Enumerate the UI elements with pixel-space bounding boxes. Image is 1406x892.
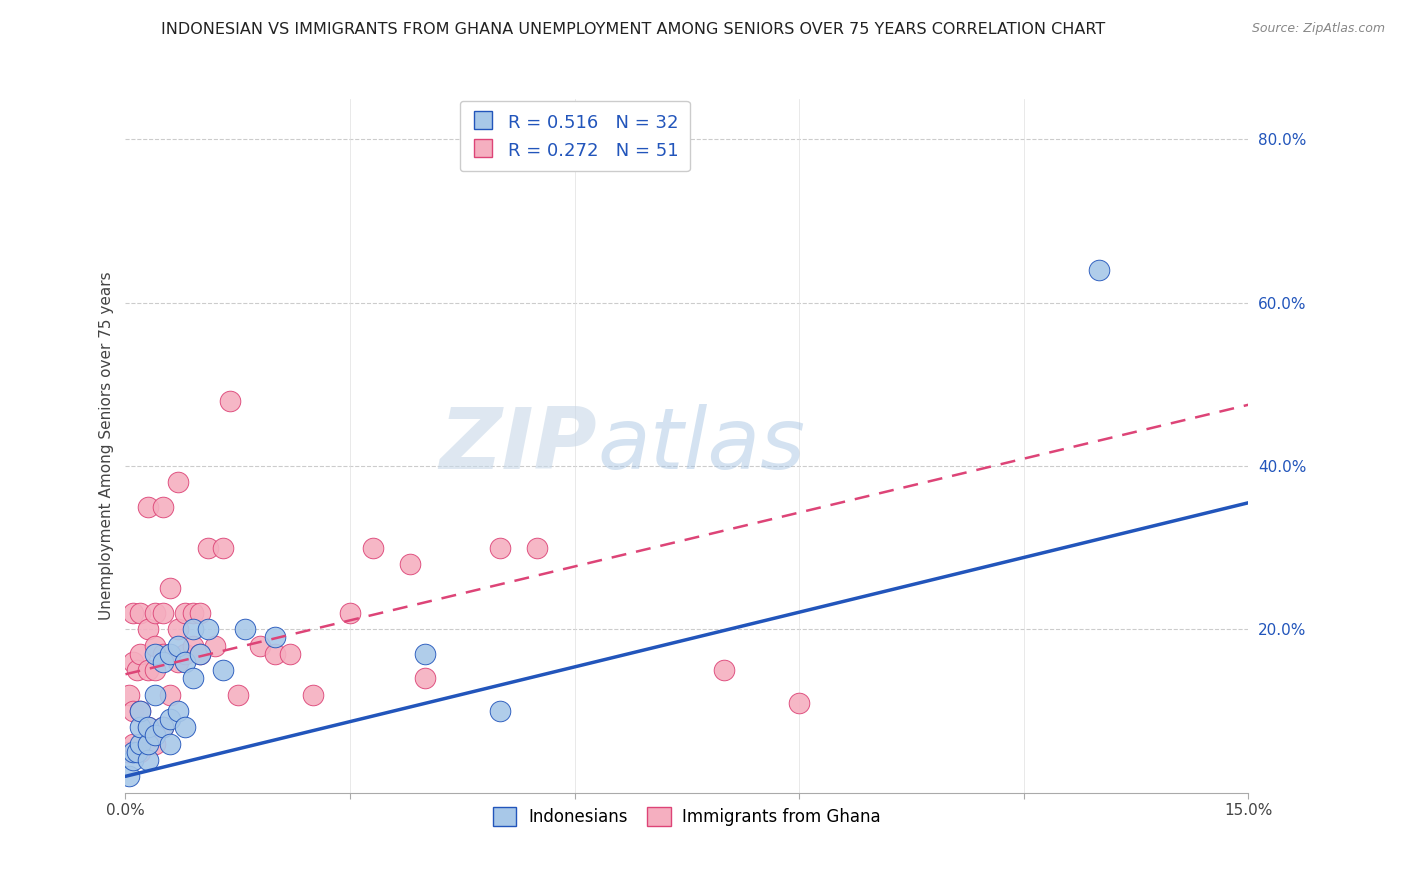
Point [152, 655, 174, 669]
Point [129, 737, 152, 751]
Point [145, 639, 167, 653]
Text: Source: ZipAtlas.com: Source: ZipAtlas.com [1251, 22, 1385, 36]
Point [181, 671, 204, 685]
Point [233, 623, 256, 637]
Point [122, 737, 145, 751]
Point [713, 663, 735, 677]
Point [204, 639, 226, 653]
Legend: Indonesians, Immigrants from Ghana: Indonesians, Immigrants from Ghana [486, 800, 887, 833]
Point [211, 663, 233, 677]
Point [278, 647, 301, 661]
Point [188, 606, 211, 620]
Point [125, 663, 148, 677]
Point [129, 704, 152, 718]
Point [136, 623, 159, 637]
Point [122, 753, 145, 767]
Point [122, 655, 145, 669]
Point [145, 663, 167, 677]
Point [167, 623, 190, 637]
Point [129, 606, 152, 620]
Point [787, 696, 810, 710]
Point [129, 704, 152, 718]
Point [145, 606, 167, 620]
Y-axis label: Unemployment Among Seniors over 75 years: Unemployment Among Seniors over 75 years [100, 271, 114, 620]
Point [117, 745, 139, 759]
Point [152, 500, 174, 514]
Point [413, 671, 436, 685]
Point [181, 623, 204, 637]
Point [152, 720, 174, 734]
Point [181, 639, 204, 653]
Point [145, 737, 167, 751]
Point [159, 712, 181, 726]
Point [159, 582, 181, 596]
Point [136, 753, 159, 767]
Point [339, 606, 361, 620]
Point [526, 541, 548, 555]
Point [1087, 263, 1109, 277]
Point [129, 745, 152, 759]
Point [159, 737, 181, 751]
Point [136, 737, 159, 751]
Point [122, 606, 145, 620]
Point [136, 663, 159, 677]
Point [174, 720, 197, 734]
Point [264, 631, 287, 645]
Point [122, 704, 145, 718]
Point [122, 745, 145, 759]
Point [488, 541, 510, 555]
Point [264, 647, 287, 661]
Point [167, 639, 190, 653]
Text: INDONESIAN VS IMMIGRANTS FROM GHANA UNEMPLOYMENT AMONG SENIORS OVER 75 YEARS COR: INDONESIAN VS IMMIGRANTS FROM GHANA UNEM… [160, 22, 1105, 37]
Point [399, 557, 422, 571]
Point [129, 720, 152, 734]
Point [167, 704, 190, 718]
Text: atlas: atlas [598, 404, 806, 487]
Point [118, 688, 141, 702]
Point [181, 606, 204, 620]
Point [145, 647, 167, 661]
Point [301, 688, 323, 702]
Point [145, 729, 167, 743]
Point [136, 720, 159, 734]
Point [174, 655, 197, 669]
Point [152, 647, 174, 661]
Point [211, 541, 233, 555]
Point [226, 688, 249, 702]
Point [159, 688, 181, 702]
Point [136, 720, 159, 734]
Point [361, 541, 384, 555]
Point [129, 647, 152, 661]
Point [125, 745, 148, 759]
Point [219, 393, 242, 408]
Point [174, 606, 197, 620]
Point [152, 720, 174, 734]
Point [167, 655, 190, 669]
Point [188, 647, 211, 661]
Text: ZIP: ZIP [440, 404, 598, 487]
Point [249, 639, 271, 653]
Point [159, 647, 181, 661]
Point [118, 769, 141, 783]
Point [145, 688, 167, 702]
Point [167, 475, 190, 490]
Point [488, 704, 510, 718]
Point [197, 623, 219, 637]
Point [174, 647, 197, 661]
Point [197, 541, 219, 555]
Point [136, 500, 159, 514]
Point [413, 647, 436, 661]
Point [188, 647, 211, 661]
Point [152, 606, 174, 620]
